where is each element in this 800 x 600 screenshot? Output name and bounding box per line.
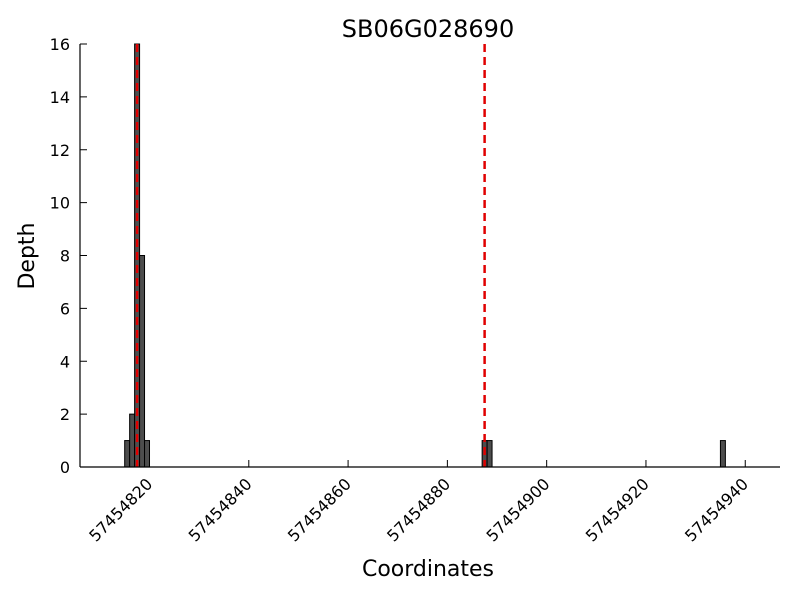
x-tick-label: 57454860: [284, 474, 355, 545]
y-tick-label: 10: [50, 194, 70, 213]
x-axis-title: Coordinates: [362, 557, 494, 582]
histogram-bar: [129, 413, 136, 468]
x-tick-label: 57454880: [383, 474, 454, 545]
x-tick-label: 57454840: [185, 474, 256, 545]
reference-lines-group: [135, 44, 486, 467]
y-ticks-group: 0 2 4 6 8 10 12 14 16: [50, 35, 87, 477]
histogram-bar: [486, 440, 493, 468]
axes-group: [79, 44, 780, 468]
histogram-bar: [719, 440, 726, 468]
x-tick-label: 57454820: [85, 474, 156, 545]
histogram-bar: [124, 440, 131, 468]
histogram-bar: [144, 440, 151, 468]
y-tick-label: 0: [60, 458, 70, 477]
y-tick-label: 4: [60, 352, 70, 371]
x-tick-label: 57454920: [582, 474, 653, 545]
y-tick-label: 16: [50, 35, 70, 54]
chart-title: SB06G028690: [342, 15, 514, 43]
bars-group: [124, 43, 726, 468]
y-tick-label: 14: [50, 88, 70, 107]
y-tick-label: 2: [60, 405, 70, 424]
y-axis-title: Depth: [15, 222, 40, 289]
x-ticks-group: 57454820 57454840 57454860 57454880 57454900…: [85, 460, 752, 545]
x-tick-label: 57454940: [681, 474, 752, 545]
y-tick-label: 6: [60, 299, 70, 318]
x-tick-label: 57454900: [482, 474, 553, 545]
histogram-bar: [139, 255, 146, 468]
y-tick-label: 8: [60, 247, 70, 266]
y-tick-label: 12: [50, 141, 70, 160]
